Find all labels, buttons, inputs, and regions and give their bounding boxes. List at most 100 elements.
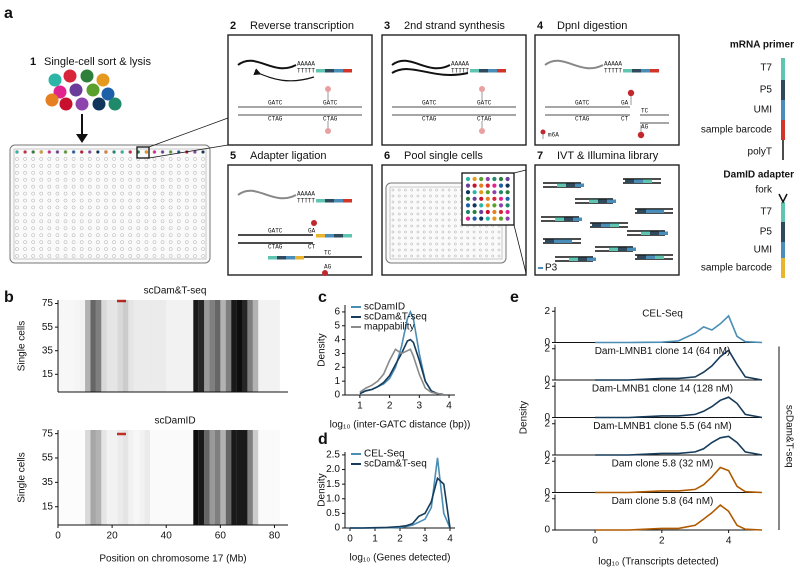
well bbox=[128, 247, 133, 251]
well bbox=[176, 205, 181, 210]
well bbox=[120, 191, 124, 196]
well bbox=[454, 224, 457, 228]
well bbox=[31, 254, 35, 258]
primer-segment bbox=[575, 183, 584, 187]
legend-label: polyT bbox=[748, 147, 772, 158]
well bbox=[429, 188, 432, 192]
well bbox=[441, 188, 445, 192]
well bbox=[429, 230, 432, 234]
pooled-cell bbox=[505, 190, 510, 195]
well bbox=[193, 254, 197, 258]
well bbox=[79, 226, 84, 231]
y-tick-label: 0 bbox=[544, 412, 550, 423]
well bbox=[23, 150, 27, 154]
coverage-bin bbox=[193, 300, 199, 392]
well bbox=[120, 184, 124, 189]
well bbox=[447, 206, 451, 210]
x-tick-label: 0 bbox=[55, 531, 61, 542]
pooled-cell bbox=[505, 209, 510, 215]
well bbox=[391, 188, 395, 192]
well bbox=[136, 226, 141, 231]
well bbox=[136, 247, 141, 251]
primer-segment bbox=[343, 234, 352, 238]
well bbox=[71, 170, 76, 175]
coverage-bin bbox=[128, 300, 134, 392]
x-axis-label: log₁₀ (Genes detected) bbox=[350, 553, 451, 564]
series-line bbox=[359, 348, 444, 396]
well bbox=[39, 150, 44, 154]
well bbox=[79, 170, 84, 175]
legend-title: mRNA primer bbox=[730, 40, 794, 51]
pooled-cell bbox=[472, 216, 477, 221]
legend-segment bbox=[781, 100, 785, 120]
well bbox=[160, 184, 165, 189]
well bbox=[454, 188, 457, 192]
well bbox=[96, 254, 100, 258]
cell bbox=[96, 73, 110, 87]
pooled-cell bbox=[498, 196, 504, 201]
well bbox=[128, 157, 133, 161]
well bbox=[397, 254, 401, 258]
step-number: 3 bbox=[384, 20, 390, 32]
well bbox=[435, 206, 438, 210]
methyl-legend: m6A bbox=[548, 132, 559, 139]
second-strand bbox=[391, 68, 469, 76]
row-label: CEL-Seq bbox=[642, 309, 683, 320]
well bbox=[472, 242, 476, 246]
well bbox=[397, 236, 401, 240]
well bbox=[144, 177, 149, 182]
well bbox=[397, 242, 401, 246]
well bbox=[47, 212, 52, 217]
well bbox=[185, 247, 189, 251]
well bbox=[454, 242, 457, 246]
well bbox=[404, 200, 407, 204]
well bbox=[55, 219, 60, 224]
coverage-bin bbox=[166, 300, 172, 392]
well bbox=[435, 248, 438, 252]
legend-label: T7 bbox=[760, 63, 772, 74]
row-label: Dam-LMNB1 clone 5.5 (64 nM) bbox=[593, 421, 731, 432]
coverage-bin bbox=[242, 300, 248, 392]
well bbox=[120, 226, 124, 231]
series-line bbox=[359, 338, 444, 396]
y-axis-label: Density bbox=[317, 473, 328, 506]
well bbox=[23, 170, 27, 175]
coverage-bin bbox=[85, 430, 91, 525]
well bbox=[144, 219, 149, 224]
cell bbox=[63, 69, 77, 83]
well bbox=[120, 177, 124, 182]
well bbox=[71, 191, 76, 196]
x-tick-label: 80 bbox=[269, 531, 281, 542]
well bbox=[185, 164, 189, 168]
well bbox=[404, 212, 407, 216]
well bbox=[87, 157, 92, 161]
primer-segment bbox=[637, 255, 646, 259]
primer-segment bbox=[268, 256, 277, 260]
pooled-cell bbox=[479, 183, 484, 188]
well bbox=[144, 184, 149, 189]
well bbox=[136, 177, 141, 182]
well bbox=[79, 164, 84, 168]
coverage-bin bbox=[242, 430, 248, 525]
step-box bbox=[227, 34, 373, 146]
dna-sequence: CTAG bbox=[477, 116, 492, 123]
primer-segment bbox=[637, 209, 646, 213]
x-axis-label: log₁₀ (Transcripts detected) bbox=[598, 557, 719, 568]
dna-sequence: GA bbox=[308, 228, 316, 235]
well bbox=[466, 230, 470, 234]
coverage-bin bbox=[182, 430, 187, 525]
x-tick-label: 2 bbox=[397, 534, 403, 545]
well bbox=[410, 254, 414, 258]
y-tick-label: 55 bbox=[42, 322, 54, 333]
well bbox=[144, 226, 149, 231]
well bbox=[112, 226, 116, 231]
well bbox=[397, 212, 401, 216]
well bbox=[63, 184, 68, 189]
well bbox=[416, 224, 420, 228]
well bbox=[128, 184, 133, 189]
well bbox=[104, 233, 108, 237]
primer-segment bbox=[566, 183, 575, 187]
coverage-bin bbox=[79, 300, 86, 392]
mrna bbox=[544, 59, 604, 70]
